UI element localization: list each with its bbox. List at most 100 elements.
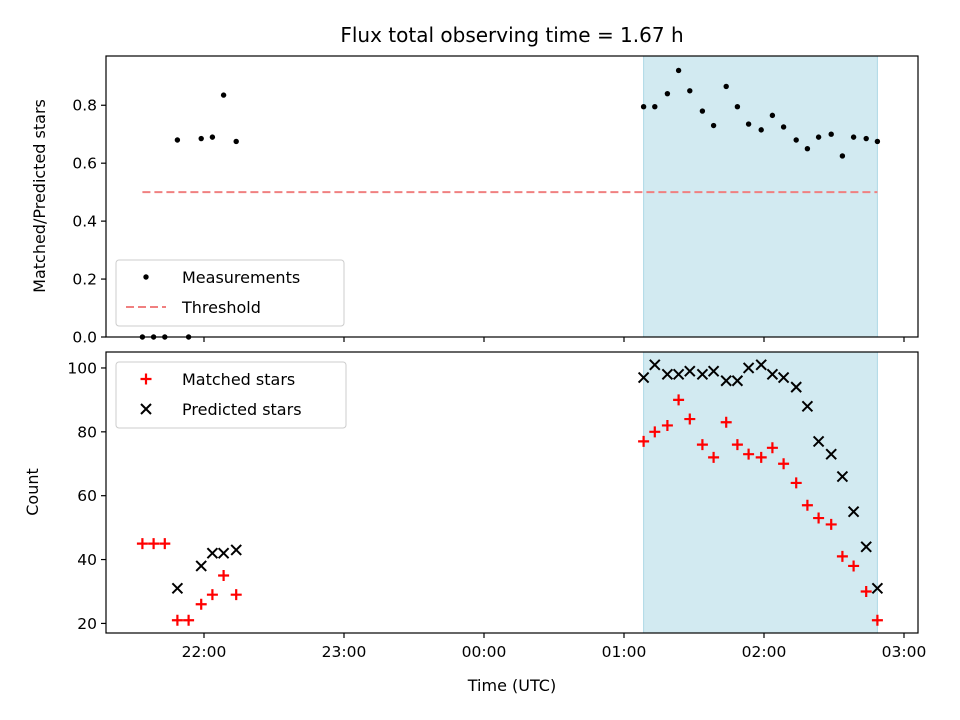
data-point [812,435,825,448]
data-point [723,83,729,90]
data-point [801,499,813,511]
data-point [649,426,661,438]
data-point [850,134,857,140]
data-point [699,108,706,114]
data-point [664,90,671,97]
data-point [813,512,825,524]
data-point [217,547,230,559]
data-point [793,137,799,143]
data-point [649,359,661,371]
data-point [684,365,696,377]
data-point [874,138,881,145]
data-point [825,448,837,460]
legend-item: Matched stars [140,370,295,389]
data-point [206,547,219,559]
data-point [742,362,755,374]
data-point [860,585,872,597]
legend-swatch [140,403,152,415]
data-point [780,124,787,130]
x-tick-label: 00:00 [462,643,507,661]
legend-label: Measurements [182,268,300,287]
y-tick-label: 80 [77,423,97,441]
legend-swatch [143,274,149,280]
data-point [745,121,752,127]
data-point [720,416,732,428]
data-point [148,538,160,550]
y-tick-label: 0.4 [72,213,97,231]
data-point [230,589,242,601]
data-point [159,538,171,550]
data-point [687,88,693,94]
data-point [198,135,204,142]
data-point [696,368,709,381]
data-point [836,550,848,562]
data-point [708,451,720,463]
data-point [696,439,708,451]
data-point [652,103,658,110]
data-point [836,470,849,483]
data-point [206,589,218,601]
y-tick-label: 20 [77,615,97,633]
data-point [777,371,790,384]
data-point [675,67,682,74]
y-tick-label: 40 [77,551,97,569]
x-tick-label: 02:00 [742,643,787,661]
axes-frame [105,351,919,634]
data-point [640,103,647,110]
data-point [769,112,776,119]
data-point [637,371,650,384]
x-tick-label: 03:00 [882,643,927,661]
data-point [778,458,790,470]
data-point [673,394,685,406]
data-point [758,127,764,133]
data-point [828,131,834,137]
legend-box [115,259,345,327]
legend-item: Predicted stars [140,400,302,419]
data-point [710,122,717,129]
legend-label: Matched stars [182,370,295,389]
data-point [839,153,846,159]
data-point [672,368,685,381]
data-point [755,451,767,463]
counts-panel: Matched stars Predicted stars 20 40 60 80 100 2… [67,351,927,661]
data-point [209,134,216,140]
data-point [731,439,743,451]
data-point [871,582,884,595]
data-point [743,448,755,460]
data-point [766,442,778,454]
y-axis-label-count: Count [23,468,42,516]
data-point [661,368,674,381]
data-point [734,103,741,110]
data-point [638,435,650,447]
x-tick-label: 22:00 [182,643,227,661]
data-point [766,368,779,381]
chart-title: Flux total observing time = 1.67 h [340,23,683,47]
data-point [661,419,673,431]
data-point [183,614,195,626]
data-point [801,400,814,412]
y-tick-label: 0.2 [72,271,97,289]
legend: Measurements Threshold [115,259,345,327]
x-tick-label: 23:00 [322,643,367,661]
data-point [755,359,767,371]
data-point [860,541,872,553]
data-point [790,477,802,489]
y-tick-label: 0.0 [72,329,97,347]
data-point [233,138,239,145]
x-axis-label: Time (UTC) [467,676,556,695]
shaded-region [643,55,878,338]
data-point [863,135,869,142]
legend-swatch [140,373,152,385]
y-tick-label: 0.8 [72,97,97,115]
legend-box [115,361,347,429]
data-point [171,582,184,595]
shaded-region [643,351,878,634]
data-point [804,146,811,152]
data-point [815,134,822,140]
data-point [195,560,207,572]
y-tick-label: 0.6 [72,155,97,173]
data-point [220,92,227,98]
data-point [847,505,860,518]
data-point [684,413,696,425]
